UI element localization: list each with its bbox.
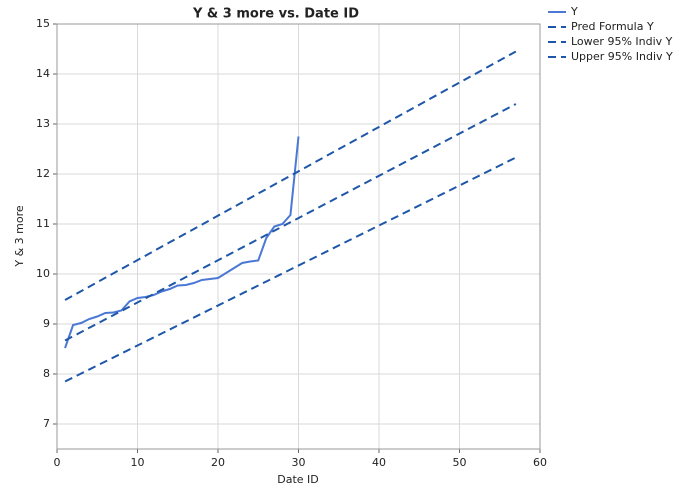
x-tick-label: 60 (533, 456, 547, 469)
x-tick-label: 30 (292, 456, 306, 469)
y-tick-label: 14 (36, 67, 50, 80)
x-tick-label: 20 (211, 456, 225, 469)
y-tick-label: 15 (36, 17, 50, 30)
y-tick-label: 8 (43, 367, 50, 380)
x-tick-label: 0 (54, 456, 61, 469)
y-axis-label: Y & 3 more (13, 205, 26, 268)
legend-label: Lower 95% Indiv Y (571, 35, 673, 48)
x-axis-label: Date ID (277, 473, 319, 486)
x-tick-label: 50 (453, 456, 467, 469)
y-tick-label: 12 (36, 167, 50, 180)
series-line (64, 50, 517, 301)
chart-title: Y & 3 more vs. Date ID (192, 7, 359, 22)
legend-label: Pred Formula Y (571, 20, 654, 33)
plot-frame (56, 23, 541, 450)
y-tick-label: 7 (43, 417, 50, 430)
legend-label: Upper 95% Indiv Y (571, 50, 673, 63)
series-line (64, 156, 517, 383)
x-tick-label: 40 (372, 456, 386, 469)
x-tick-label: 10 (131, 456, 145, 469)
series-line (64, 103, 517, 342)
series-line (64, 136, 300, 349)
y-tick-label: 13 (36, 117, 50, 130)
y-tick-label: 9 (43, 317, 50, 330)
legend-label: Y (570, 5, 578, 18)
y-tick-label: 11 (36, 217, 50, 230)
y-tick-label: 10 (36, 267, 50, 280)
